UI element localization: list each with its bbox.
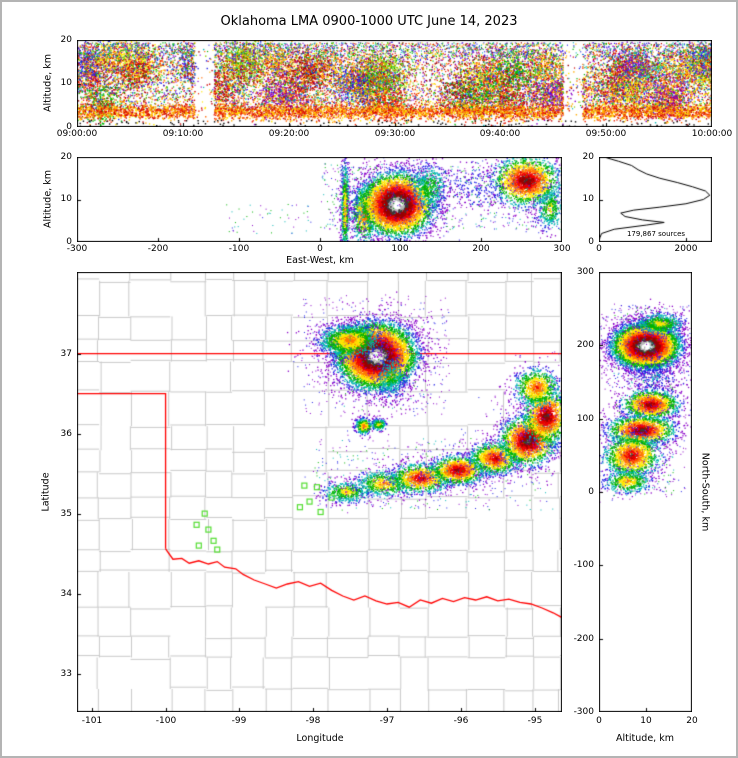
ew-xtick-label: 0 (317, 244, 323, 254)
ns-ytick-label: 200 (576, 340, 594, 350)
th-xtick-label: 09:50:00 (585, 129, 627, 139)
hist-ytick-label: 10 (582, 194, 594, 204)
th-xtick-label: 09:00:00 (56, 129, 98, 139)
ns-ylabel: North-South, km (699, 452, 711, 532)
hist-ytick-label: 0 (588, 237, 594, 247)
map-xtick-label: -96 (453, 716, 469, 726)
ew-ytick-label: 20 (60, 152, 72, 162)
ns-ytick-label: 300 (576, 267, 594, 277)
map-xtick-label: -101 (81, 716, 103, 726)
ns-xtick-label: 10 (640, 716, 652, 726)
map-xtick-label: -100 (155, 716, 177, 726)
ew-xtick-label: -300 (66, 244, 88, 254)
map-ytick-label: 33 (60, 669, 72, 679)
th-ylabel: Altitude, km (42, 54, 54, 112)
ns-ytick-label: 100 (576, 414, 594, 424)
ns-xtick-label: 20 (686, 716, 698, 726)
hist-ytick-label: 20 (582, 152, 594, 162)
ns-ytick-label: 0 (588, 487, 594, 497)
east-west-canvas (77, 157, 562, 242)
ew-xtick-label: -200 (147, 244, 169, 254)
th-ytick-label: 10 (60, 78, 72, 88)
ns-xlabel: Altitude, km (616, 733, 674, 744)
histogram-canvas (599, 157, 712, 242)
ew-xlabel: East-West, km (286, 255, 354, 266)
map-xlabel: Longitude (296, 733, 344, 744)
th-ytick-label: 20 (60, 35, 72, 45)
ns-ytick-label: -300 (573, 707, 594, 717)
map-xtick-label: -98 (305, 716, 321, 726)
ew-xtick-label: 100 (391, 244, 409, 254)
ns-ytick-label: -200 (573, 634, 594, 644)
map-ytick-label: 36 (60, 429, 72, 439)
hist-xtick-label: 2000 (674, 244, 698, 254)
ew-xtick-label: 200 (472, 244, 490, 254)
ew-ytick-label: 10 (60, 194, 72, 204)
hist-xtick-label: 0 (596, 244, 602, 254)
map-ytick-label: 37 (60, 349, 72, 359)
map-xtick-label: -97 (379, 716, 395, 726)
ew-xtick-label: 300 (553, 244, 571, 254)
map-ytick-label: 34 (60, 589, 72, 599)
ew-ylabel: Altitude, km (42, 170, 54, 228)
sources-count-label: 179,867 sources (626, 230, 686, 238)
ew-ytick-label: 0 (66, 237, 72, 247)
ew-xtick-label: -100 (228, 244, 250, 254)
north-south-canvas (599, 272, 692, 712)
map-ylabel: Latitude (40, 472, 52, 512)
th-xtick-label: 09:10:00 (162, 129, 204, 139)
time-height-canvas (77, 40, 712, 127)
map-xtick-label: -99 (231, 716, 247, 726)
th-ytick-label: 0 (66, 122, 72, 132)
ns-xtick-label: 0 (596, 716, 602, 726)
th-xtick-label: 09:30:00 (374, 129, 416, 139)
th-xtick-label: 09:40:00 (479, 129, 521, 139)
map-xtick-label: -95 (527, 716, 543, 726)
map-canvas (77, 272, 562, 712)
map-ytick-label: 35 (60, 509, 72, 519)
ns-ytick-label: -100 (573, 560, 594, 570)
th-xtick-label: 10:00:00 (691, 129, 733, 139)
th-xtick-label: 09:20:00 (268, 129, 310, 139)
figure-title: Oklahoma LMA 0900-1000 UTC June 14, 2023 (220, 14, 518, 29)
